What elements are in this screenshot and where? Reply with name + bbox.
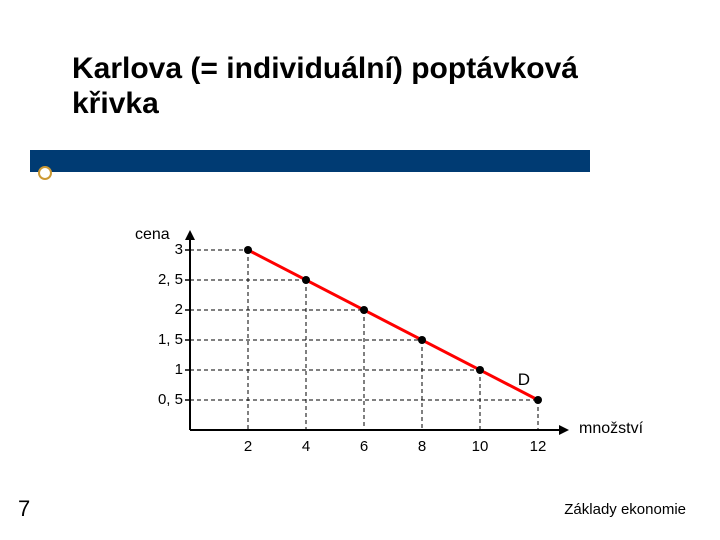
x-tick-label: 10 (465, 438, 495, 455)
x-tick-label: 12 (523, 438, 553, 455)
footer-text: Základy ekonomie (564, 501, 686, 518)
y-tick-label: 2, 5 (145, 271, 183, 288)
title-line-1: Karlova (= individuální) poptávková (72, 52, 578, 85)
x-tick-label: 2 (233, 438, 263, 455)
y-tick-label: 2 (145, 301, 183, 318)
page-number: 7 (18, 496, 30, 522)
x-tick-label: 8 (407, 438, 437, 455)
demand-chart: cena množství D 32, 521, 510, 524681012 (110, 200, 670, 500)
title-line-2: křivka (72, 87, 159, 120)
y-tick-label: 3 (145, 241, 183, 258)
chart-svg (110, 200, 590, 460)
x-tick-label: 4 (291, 438, 321, 455)
y-tick-label: 1 (145, 361, 183, 378)
title-bullet-dot (38, 166, 52, 180)
x-axis-title: množství (579, 420, 643, 438)
curve-label: D (518, 370, 530, 390)
title-underline (30, 150, 590, 172)
x-tick-label: 6 (349, 438, 379, 455)
y-tick-label: 0, 5 (145, 391, 183, 408)
y-tick-label: 1, 5 (145, 331, 183, 348)
slide-title: Karlova (= individuální) poptávková křiv… (72, 52, 632, 121)
